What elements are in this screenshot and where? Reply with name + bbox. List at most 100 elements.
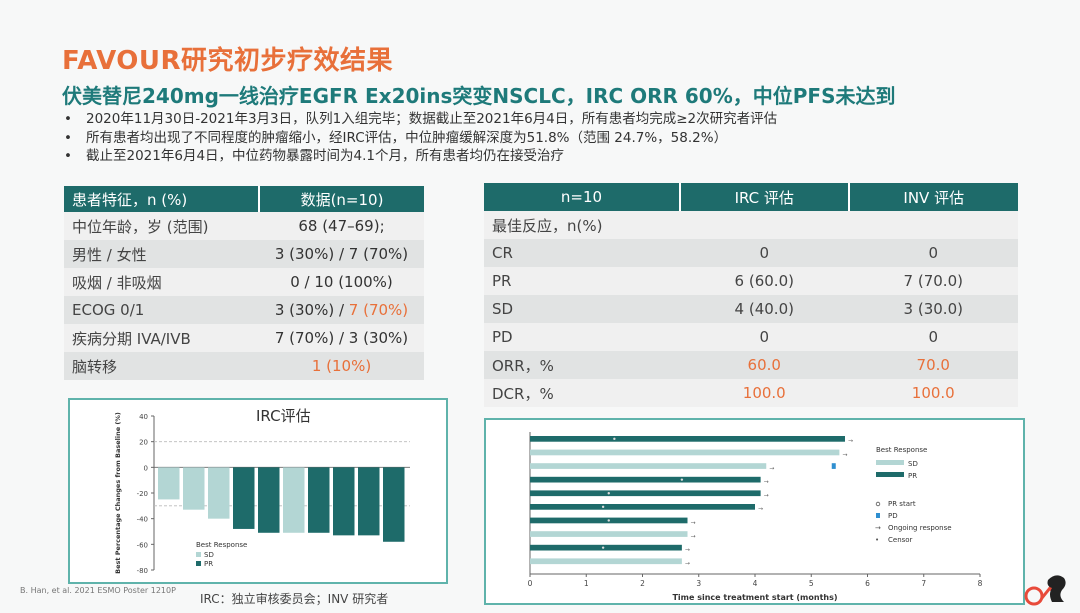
- row-value: 3 (30%) / 7 (70%): [259, 240, 424, 268]
- x-tick-label: 2: [640, 579, 645, 588]
- marker-legend-symbol: [876, 513, 880, 518]
- bar: [308, 467, 330, 533]
- inv-value: 7 (70.0): [848, 267, 1018, 295]
- swimmer-plot-panel: 0 1 2 3 4 5 6 7 8 Time since treatment start (mon…: [484, 418, 1025, 605]
- ongoing-marker: →: [691, 533, 696, 540]
- inv-value: 0: [848, 239, 1018, 267]
- best-response-table: n=10 IRC 评估 INV 评估 最佳反应，n(%) CR 0 0 PR 6…: [484, 183, 1018, 407]
- bar: [530, 504, 755, 510]
- inv-value: 70.0: [848, 351, 1018, 379]
- pr-start-marker: [607, 492, 610, 495]
- slide-title: FAVOUR研究初步疗效结果: [62, 46, 394, 76]
- marker-legend-label: PD: [888, 512, 898, 520]
- bullet-item: 2020年11月30日-2021年3月3日，队列1入组完毕；数据截止至2021年…: [62, 110, 777, 129]
- legend-label: SD: [204, 551, 214, 559]
- table-header: n=10: [484, 183, 680, 211]
- x-tick-label: 1: [584, 579, 589, 588]
- row-label: 吸烟 / 非吸烟: [64, 268, 259, 296]
- table-header: IRC 评估: [679, 183, 849, 211]
- table-row: PR 6 (60.0) 7 (70.0): [484, 267, 1018, 295]
- ongoing-marker: →: [764, 492, 769, 499]
- row-label: PD: [484, 323, 680, 351]
- table-row: 疾病分期 IVA/IVB 7 (70%) / 3 (30%): [64, 324, 424, 352]
- y-axis-label: Best Percentage Changes from Baseline (%…: [114, 412, 122, 574]
- marker-legend-symbol: [875, 501, 881, 507]
- bar: [158, 467, 180, 500]
- legend-label: SD: [908, 460, 918, 468]
- waterfall-chart: 40 20 0 -20 -40 -60 -80 IRC评估 Best Percentage Ch…: [114, 407, 410, 575]
- row-value: 68 (47–69);: [259, 212, 424, 240]
- swimmer-plot: 0 1 2 3 4 5 6 7 8 Time since treatment start (mon…: [528, 432, 983, 602]
- legend-label: PR: [204, 560, 213, 568]
- legend-swatch: [196, 561, 201, 566]
- bar: [530, 490, 761, 497]
- y-tick-label: -80: [137, 567, 148, 575]
- waterfall-chart-panel: 40 20 0 -20 -40 -60 -80 IRC评估 Best Percentage Ch…: [68, 398, 448, 584]
- row-label: 男性 / 女性: [64, 240, 259, 268]
- table-row: 中位年龄，岁 (范围) 68 (47–69);: [64, 212, 424, 240]
- row-label: 最佳反应，n(%): [484, 211, 680, 239]
- abbreviation-note: IRC：独立审核委员会；INV 研究者: [200, 592, 389, 606]
- irc-value: 0: [680, 239, 849, 267]
- table-row: 吸烟 / 非吸烟 0 / 10 (100%): [64, 268, 424, 296]
- pr-start-marker: [613, 437, 616, 441]
- bar: [530, 463, 767, 469]
- marker-legend-label: Censor: [888, 536, 913, 544]
- table-row: DCR，% 100.0 100.0: [484, 379, 1018, 407]
- row-value: 0 / 10 (100%): [259, 268, 424, 296]
- inv-value: [848, 211, 1018, 239]
- table-row: 脑转移 1 (10%): [64, 352, 424, 380]
- table-header: INV 评估: [847, 183, 1018, 211]
- bar: [530, 531, 688, 537]
- x-tick-label: 3: [696, 579, 701, 588]
- row-value: 3 (30%) / 7 (70%): [259, 296, 424, 324]
- marker-legend-symbol: →: [875, 524, 881, 532]
- y-tick-label: 20: [139, 439, 148, 447]
- table-row: 最佳反应，n(%): [484, 211, 1018, 239]
- bar: [530, 449, 840, 456]
- value-text: 7 (70%) / 3 (30%): [274, 329, 409, 347]
- bar: [530, 436, 845, 442]
- ongoing-marker: →: [848, 438, 853, 445]
- irc-value: 6 (60.0): [680, 267, 849, 295]
- x-axis-label: Time since treatment start (months): [672, 593, 837, 602]
- table-header: 数据(n=10): [258, 186, 424, 212]
- legend-title: Best Response: [196, 541, 247, 549]
- value-text: 3 (30%) / 7 (70%): [274, 245, 409, 263]
- y-tick-label: -60: [137, 541, 148, 549]
- pr-start-marker: [680, 478, 684, 481]
- ongoing-marker: →: [691, 519, 696, 526]
- pd-marker: [831, 463, 836, 469]
- row-label: 中位年龄，岁 (范围): [64, 212, 259, 240]
- ongoing-marker: →: [758, 506, 763, 513]
- ongoing-marker: →: [769, 465, 774, 472]
- bar: [258, 467, 280, 533]
- row-label: SD: [484, 295, 680, 323]
- value-highlight: 1 (10%): [311, 357, 372, 375]
- legend-label: PR: [908, 472, 917, 480]
- y-tick-label: 40: [139, 413, 148, 421]
- ongoing-marker: →: [842, 451, 847, 458]
- bar: [283, 467, 305, 533]
- bar: [333, 467, 355, 536]
- bar: [208, 467, 230, 519]
- row-label: 疾病分期 IVA/IVB: [64, 324, 259, 352]
- value-text: 3 (30%) /: [274, 301, 349, 319]
- logo-icon: [1024, 575, 1066, 606]
- ongoing-marker: →: [685, 547, 690, 554]
- table-row: SD 4 (40.0) 3 (30.0): [484, 295, 1018, 323]
- marker-legend-symbol: •: [875, 536, 879, 544]
- table-row: 男性 / 女性 3 (30%) / 7 (70%): [64, 240, 424, 268]
- row-label: CR: [484, 239, 680, 267]
- inv-value: 0: [848, 323, 1018, 351]
- citation-footnote: B. Han, et al. 2021 ESMO Poster 1210P: [20, 586, 176, 595]
- pr-start-marker: [607, 519, 610, 522]
- table-row: ECOG 0/1 3 (30%) / 7 (70%): [64, 296, 424, 324]
- legend-swatch: [196, 552, 201, 557]
- bar: [530, 544, 682, 551]
- x-tick-label: 0: [528, 579, 533, 588]
- irc-value: 4 (40.0): [680, 295, 849, 323]
- value-text: 0 / 10 (100%): [290, 273, 393, 291]
- chart-title: IRC评估: [256, 407, 311, 425]
- irc-value: [680, 211, 849, 239]
